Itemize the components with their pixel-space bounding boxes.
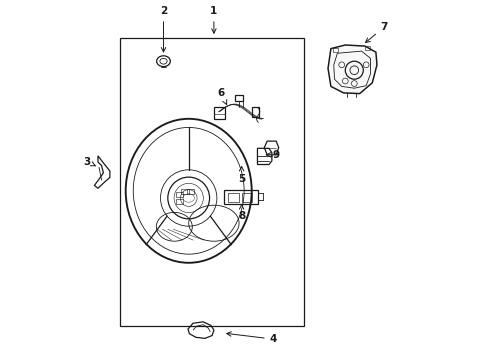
Text: 3: 3 — [83, 157, 96, 167]
Text: 4: 4 — [226, 332, 277, 344]
Bar — [241, 193, 252, 202]
Text: 6: 6 — [217, 88, 226, 104]
Text: 9: 9 — [266, 150, 279, 160]
Bar — [120, 38, 303, 326]
Text: 1: 1 — [210, 6, 217, 33]
Bar — [333, 48, 338, 52]
Bar — [176, 199, 183, 204]
Text: 5: 5 — [238, 167, 245, 184]
Text: 8: 8 — [238, 204, 245, 221]
Bar — [227, 193, 238, 202]
Polygon shape — [327, 45, 376, 94]
Text: 7: 7 — [365, 22, 387, 42]
Text: 2: 2 — [160, 6, 167, 52]
Bar — [176, 192, 183, 197]
Bar — [181, 189, 188, 194]
Bar — [251, 107, 258, 117]
Bar — [235, 95, 242, 101]
Bar — [186, 189, 194, 194]
Bar — [364, 46, 369, 50]
Bar — [213, 107, 224, 119]
Bar — [223, 190, 257, 204]
